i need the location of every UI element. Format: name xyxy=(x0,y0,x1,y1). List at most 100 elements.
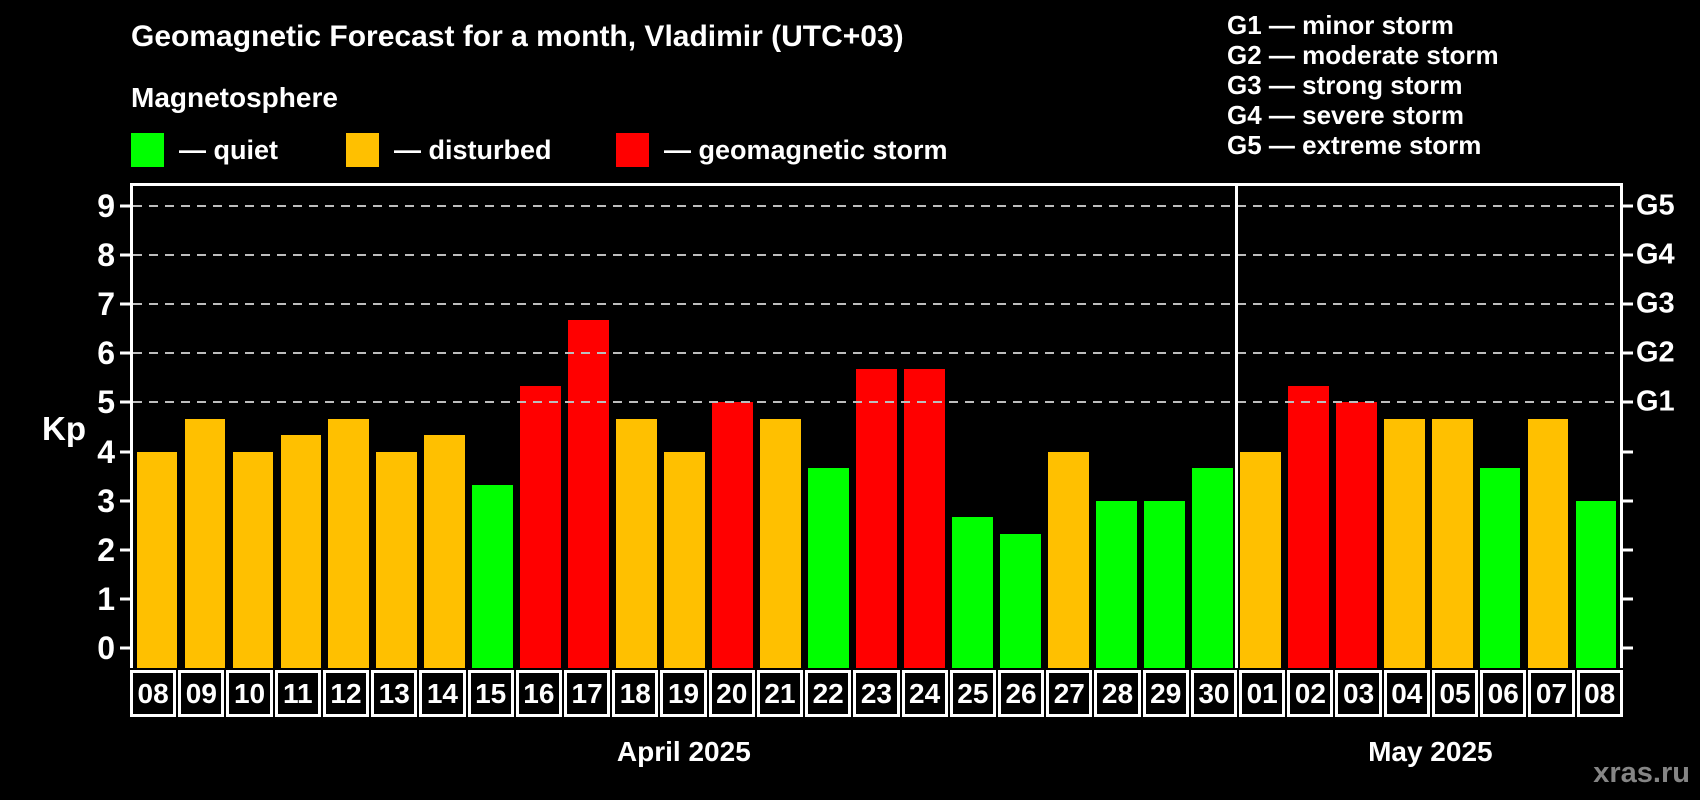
kp-bar-14-disturbed xyxy=(424,435,466,668)
kp-bar-06-quiet xyxy=(1479,467,1521,668)
right-axis-label-g4: G4 xyxy=(1636,238,1675,271)
right-axis-label-g5: G5 xyxy=(1636,189,1675,222)
quiet-color-swatch xyxy=(131,133,164,167)
y-axis-label-0: 0 xyxy=(97,630,115,667)
date-cell-10: 10 xyxy=(226,670,273,717)
kp-bar-11-disturbed xyxy=(280,435,322,668)
bar-slot-08 xyxy=(1572,186,1620,668)
bar-slot-24 xyxy=(901,186,949,668)
bar-slot-20 xyxy=(709,186,757,668)
bar-slot-13 xyxy=(373,186,421,668)
bar-slot-09 xyxy=(181,186,229,668)
chart-title: Geomagnetic Forecast for a month, Vladim… xyxy=(131,20,904,53)
bar-slot-29 xyxy=(1140,186,1188,668)
kp-bar-08-quiet xyxy=(1575,500,1617,668)
date-cell-16: 16 xyxy=(515,670,562,717)
y-axis-tick-7 xyxy=(120,302,133,306)
month-label-april: April 2025 xyxy=(616,736,751,767)
right-axis-tick-0 xyxy=(1620,646,1633,650)
bar-slot-21 xyxy=(757,186,805,668)
y-axis-tick-6 xyxy=(120,351,133,355)
date-cell-05: 05 xyxy=(1431,670,1479,717)
month-separator-line xyxy=(1235,186,1239,668)
gridline-g3 xyxy=(133,303,1620,306)
legend-item-storm: — geomagnetic storm xyxy=(616,133,948,167)
y-axis-tick-3 xyxy=(120,499,133,503)
bar-slot-16 xyxy=(517,186,565,668)
kp-bar-05-disturbed xyxy=(1431,418,1473,668)
bar-slot-23 xyxy=(853,186,901,668)
storm-scale-g1: G1 — minor storm xyxy=(1227,10,1454,40)
date-cell-08: 08 xyxy=(1576,670,1623,717)
gridline-g4 xyxy=(133,253,1620,256)
right-axis-label-g1: G1 xyxy=(1636,385,1675,418)
date-cell-06: 06 xyxy=(1480,670,1527,717)
bar-slot-18 xyxy=(613,186,661,668)
kp-bar-24-storm xyxy=(904,369,945,668)
date-cell-11: 11 xyxy=(274,670,321,717)
kp-bar-02-storm xyxy=(1287,386,1329,668)
x-axis-date-row: 08 09 10 11 12 13 14 15 16 17 18 19 20 21 22 23 24 25 26 27… xyxy=(130,670,1623,717)
bar-slot-04 xyxy=(1380,186,1428,668)
bar-slot-11 xyxy=(277,186,325,668)
date-cell-14: 14 xyxy=(419,670,466,717)
kp-bar-22-quiet xyxy=(808,467,849,668)
bar-slot-17 xyxy=(565,186,613,668)
kp-bar-30-quiet xyxy=(1191,467,1233,668)
kp-bar-20-storm xyxy=(712,402,753,668)
legend-label-disturbed: — disturbed xyxy=(394,134,552,165)
bar-slot-22 xyxy=(805,186,853,668)
date-cell-22: 22 xyxy=(805,670,852,717)
bar-slot-12 xyxy=(325,186,373,668)
right-axis-tick-1 xyxy=(1620,597,1633,601)
kp-bar-29-quiet xyxy=(1143,500,1185,668)
bar-slot-03 xyxy=(1332,186,1380,668)
storm-scale-g3: G3 — strong storm xyxy=(1227,70,1463,100)
date-cell-26: 26 xyxy=(997,670,1045,717)
kp-bar-07-disturbed xyxy=(1527,418,1569,668)
kp-bar-08-disturbed xyxy=(136,451,178,668)
legend-item-disturbed: — disturbed xyxy=(346,133,552,167)
date-cell-20: 20 xyxy=(708,670,755,717)
bar-slot-07 xyxy=(1524,186,1572,668)
date-cell-15: 15 xyxy=(467,670,514,717)
y-axis-label-3: 3 xyxy=(97,482,115,519)
right-axis-tick-4 xyxy=(1620,450,1633,454)
bar-slot-01 xyxy=(1236,186,1284,668)
y-axis-tick-9 xyxy=(120,204,133,208)
right-axis-tick-2 xyxy=(1620,548,1633,552)
kp-bar-23-storm xyxy=(856,369,897,668)
date-cell-04: 04 xyxy=(1383,670,1430,717)
date-cell-17: 17 xyxy=(563,670,611,717)
kp-bar-03-storm xyxy=(1335,402,1377,668)
bar-slot-10 xyxy=(229,186,277,668)
bar-slot-08 xyxy=(133,186,181,668)
kp-bar-16-storm xyxy=(520,386,562,668)
bar-slot-28 xyxy=(1092,186,1140,668)
month-label-may: May 2025 xyxy=(1368,736,1493,767)
y-axis-tick-4 xyxy=(120,450,133,454)
y-axis-label-2: 2 xyxy=(97,531,115,568)
bar-slot-26 xyxy=(996,186,1044,668)
bars-container xyxy=(133,186,1620,668)
y-axis-label-1: 1 xyxy=(97,581,115,618)
kp-bar-25-quiet xyxy=(952,517,993,668)
date-cell-09: 09 xyxy=(178,670,225,717)
y-axis-tick-1 xyxy=(120,597,133,601)
y-axis-tick-0 xyxy=(120,646,133,650)
date-cell-02: 02 xyxy=(1287,670,1334,717)
y-axis-label-6: 6 xyxy=(97,335,115,372)
date-cell-12: 12 xyxy=(322,670,370,717)
date-cell-03: 03 xyxy=(1335,670,1382,717)
date-cell-25: 25 xyxy=(949,670,996,717)
y-axis-tick-2 xyxy=(120,548,133,552)
kp-bar-12-disturbed xyxy=(328,418,370,668)
bar-slot-25 xyxy=(948,186,996,668)
right-axis-tick-8 xyxy=(1620,253,1633,257)
bar-slot-06 xyxy=(1476,186,1524,668)
storm-scale-g5: G5 — extreme storm xyxy=(1227,130,1482,160)
kp-bar-19-disturbed xyxy=(664,451,706,668)
bar-slot-19 xyxy=(661,186,709,668)
gridline-g2 xyxy=(133,352,1620,355)
bar-slot-30 xyxy=(1188,186,1236,668)
